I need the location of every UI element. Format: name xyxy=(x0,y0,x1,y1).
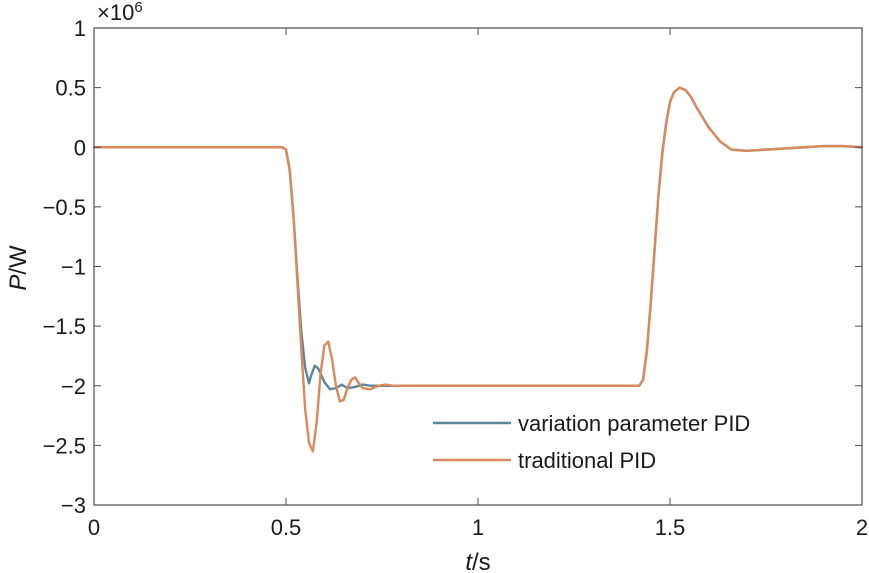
y-tick-label: −1 xyxy=(61,255,86,280)
legend: variation parameter PID traditional PID xyxy=(433,411,750,473)
series-layer xyxy=(92,86,864,453)
ticks-layer: 0 0.5 1 1.5 2 1 0.5 0 −0.5 −1 −1.5 −2 −2.5 −3 xyxy=(43,16,869,540)
x-tick-label: 0.5 xyxy=(271,515,302,540)
legend-label-variation: variation parameter PID xyxy=(518,411,750,436)
y-tick-label: −3 xyxy=(61,493,86,518)
y-tick-label: 0.5 xyxy=(55,76,86,101)
y-tick-label: 1 xyxy=(74,16,86,41)
y-tick-label: 0 xyxy=(74,135,86,160)
x-tick-label: 0 xyxy=(88,515,100,540)
y-tick-label: −1.5 xyxy=(43,314,86,339)
y-tick-label: −2.5 xyxy=(43,433,86,458)
x-axis-title: t/s xyxy=(465,549,490,573)
y-tick-label: −2 xyxy=(61,374,86,399)
legend-label-traditional: traditional PID xyxy=(518,448,656,473)
y-axis-multiplier: ×106 xyxy=(97,0,143,25)
x-tick-label: 1.5 xyxy=(655,515,686,540)
x-tick-label: 2 xyxy=(856,515,868,540)
x-tick-label: 1 xyxy=(472,515,484,540)
series-line-traditional-pid xyxy=(92,86,864,453)
y-axis-title: P/W xyxy=(5,245,32,291)
series-line-variation-parameter-pid xyxy=(92,86,864,391)
y-tick-label: −0.5 xyxy=(43,195,86,220)
